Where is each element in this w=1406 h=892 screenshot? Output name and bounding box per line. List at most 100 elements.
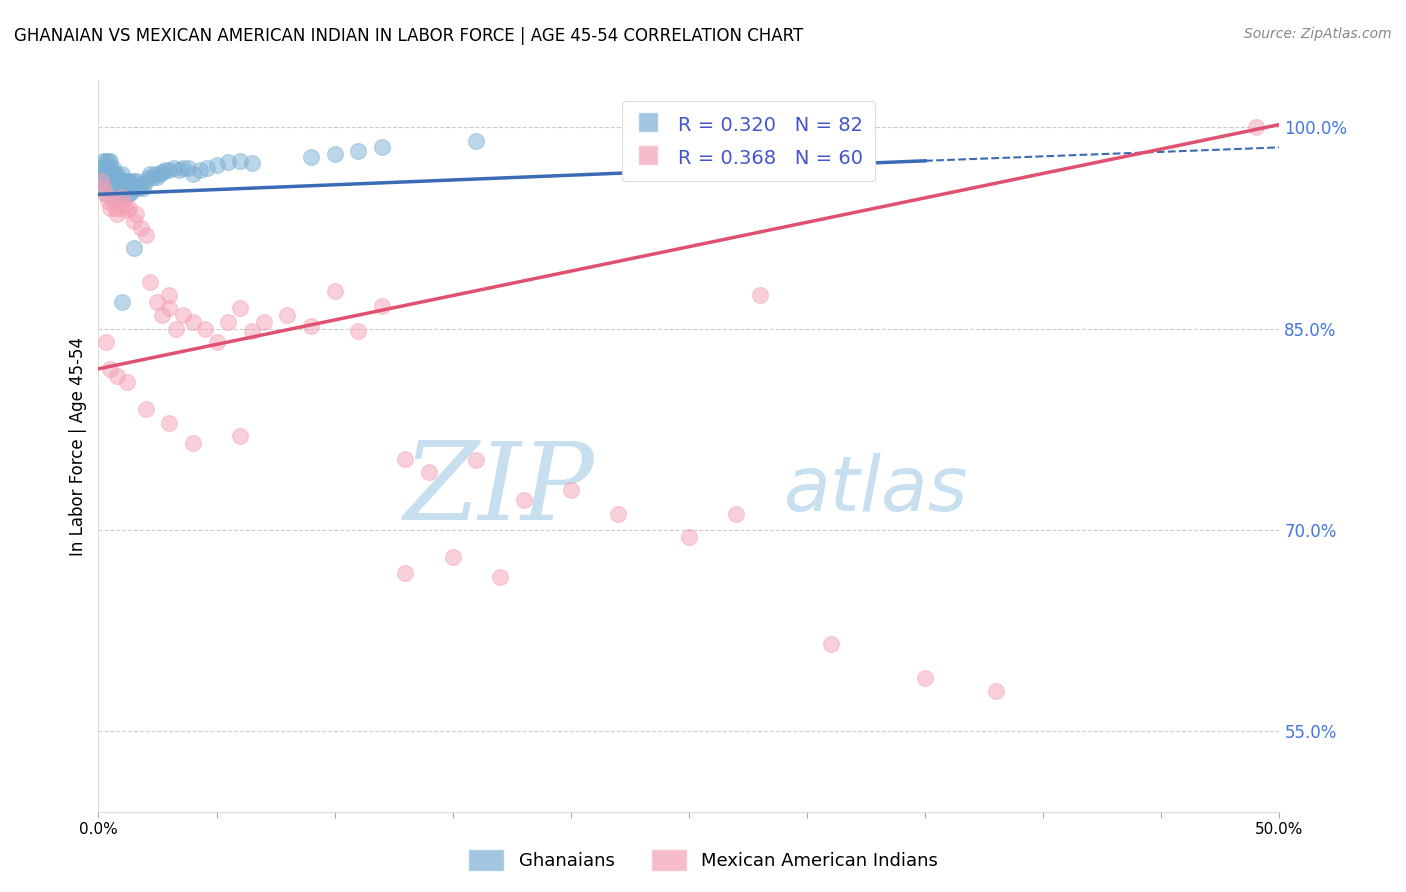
Point bbox=[146, 169, 169, 184]
Point bbox=[97, 153, 120, 168]
Point bbox=[418, 465, 440, 479]
Point bbox=[139, 167, 162, 181]
Point bbox=[91, 180, 114, 194]
Text: Source: ZipAtlas.com: Source: ZipAtlas.com bbox=[1244, 27, 1392, 41]
Point bbox=[111, 174, 134, 188]
Point bbox=[146, 294, 169, 309]
Point bbox=[150, 308, 173, 322]
Point bbox=[142, 169, 165, 184]
Point bbox=[177, 161, 200, 175]
Point bbox=[229, 429, 252, 443]
Point bbox=[98, 153, 121, 168]
Point bbox=[111, 294, 134, 309]
Point bbox=[98, 201, 121, 215]
Point bbox=[122, 214, 145, 228]
Point bbox=[299, 318, 322, 333]
Point bbox=[101, 194, 124, 208]
Point bbox=[121, 177, 143, 191]
Point bbox=[678, 530, 700, 544]
Point bbox=[94, 180, 117, 194]
Point bbox=[299, 150, 322, 164]
Point bbox=[97, 161, 120, 175]
Legend: R = 0.320   N = 82, R = 0.368   N = 60: R = 0.320 N = 82, R = 0.368 N = 60 bbox=[621, 101, 875, 181]
Point bbox=[748, 288, 770, 302]
Point bbox=[253, 315, 276, 329]
Point bbox=[94, 167, 117, 181]
Point bbox=[188, 163, 211, 178]
Point bbox=[240, 156, 263, 170]
Point bbox=[205, 158, 228, 172]
Point bbox=[132, 180, 155, 194]
Legend: Ghanaians, Mexican American Indians: Ghanaians, Mexican American Indians bbox=[461, 842, 945, 879]
Point bbox=[135, 227, 157, 242]
Point bbox=[323, 284, 346, 298]
Point bbox=[139, 275, 162, 289]
Point bbox=[101, 167, 124, 181]
Point bbox=[91, 180, 114, 194]
Point bbox=[172, 308, 194, 322]
Text: ZIP: ZIP bbox=[404, 437, 595, 542]
Point bbox=[108, 174, 131, 188]
Point bbox=[229, 301, 252, 316]
Point bbox=[167, 163, 190, 178]
Point bbox=[98, 180, 121, 194]
Point bbox=[112, 174, 135, 188]
Point bbox=[323, 147, 346, 161]
Point bbox=[181, 315, 204, 329]
Point bbox=[725, 507, 748, 521]
Point bbox=[149, 167, 172, 181]
Point bbox=[128, 180, 150, 194]
Point bbox=[112, 198, 135, 212]
Point bbox=[94, 153, 117, 168]
Point bbox=[371, 299, 394, 313]
Point bbox=[1244, 120, 1267, 135]
Point bbox=[165, 321, 187, 335]
Point bbox=[217, 155, 239, 169]
Point bbox=[94, 187, 117, 202]
Point bbox=[125, 207, 148, 221]
Point bbox=[91, 174, 114, 188]
Point bbox=[465, 134, 488, 148]
Point bbox=[194, 321, 217, 335]
Point bbox=[394, 451, 416, 466]
Point bbox=[122, 241, 145, 255]
Point bbox=[94, 187, 117, 202]
Point bbox=[105, 368, 128, 383]
Point bbox=[115, 180, 138, 194]
Point bbox=[111, 180, 134, 194]
Point bbox=[371, 140, 394, 154]
Point bbox=[90, 167, 112, 181]
Point bbox=[90, 174, 112, 188]
Point bbox=[118, 174, 141, 188]
Point bbox=[441, 549, 464, 564]
Point bbox=[143, 167, 166, 181]
Point bbox=[108, 201, 131, 215]
Point bbox=[115, 174, 138, 188]
Point bbox=[115, 203, 138, 218]
Point bbox=[108, 187, 131, 202]
Point bbox=[984, 684, 1007, 698]
Point bbox=[121, 185, 143, 199]
Point bbox=[98, 167, 121, 181]
Point bbox=[150, 164, 173, 178]
Point bbox=[101, 180, 124, 194]
Point bbox=[101, 174, 124, 188]
Point bbox=[157, 301, 180, 316]
Point bbox=[91, 153, 114, 168]
Point bbox=[172, 161, 194, 175]
Point bbox=[101, 161, 124, 175]
Point bbox=[512, 493, 534, 508]
Point bbox=[136, 171, 159, 186]
Point bbox=[97, 194, 120, 208]
Point bbox=[98, 361, 121, 376]
Point bbox=[90, 161, 112, 175]
Point bbox=[98, 161, 121, 175]
Point bbox=[560, 483, 582, 497]
Point bbox=[205, 334, 228, 349]
Point bbox=[90, 174, 112, 188]
Point bbox=[105, 207, 128, 221]
Point bbox=[97, 174, 120, 188]
Point bbox=[111, 190, 134, 204]
Point bbox=[97, 167, 120, 181]
Point bbox=[181, 167, 204, 181]
